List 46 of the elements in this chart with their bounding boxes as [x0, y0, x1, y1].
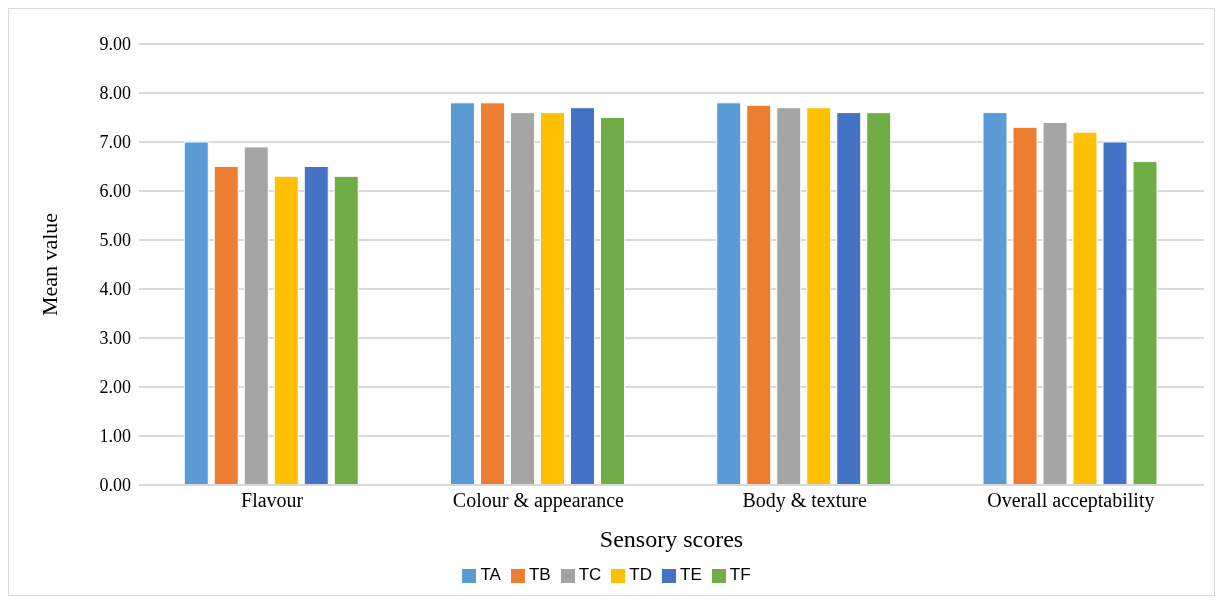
- y-tick-label: 7.00: [99, 132, 131, 153]
- bar: [836, 112, 862, 485]
- y-tick-label: 5.00: [99, 230, 131, 251]
- bar: [510, 112, 536, 485]
- bar: [183, 141, 209, 485]
- bar: [570, 107, 596, 485]
- x-tick-label: Colour & appearance: [452, 489, 625, 513]
- bar: [333, 175, 359, 485]
- legend-label: TC: [578, 565, 602, 584]
- bar: [600, 117, 626, 485]
- bar: [806, 107, 832, 485]
- y-tick-label: 3.00: [99, 328, 131, 349]
- bar: [776, 107, 802, 485]
- bar: [746, 104, 772, 485]
- bar: [716, 102, 742, 485]
- bar: [450, 102, 476, 485]
- x-axis-title: Sensory scores: [599, 526, 744, 552]
- legend-label: TE: [680, 565, 702, 584]
- bar: [303, 166, 329, 485]
- y-tick-label: 1.00: [99, 426, 131, 447]
- bar: [243, 146, 269, 485]
- y-axis-title: Mean value: [36, 212, 62, 317]
- legend-label: TA: [480, 565, 501, 584]
- x-tick-label: Body & texture: [742, 489, 867, 513]
- y-tick-label: 9.00: [99, 34, 131, 55]
- legend-label: TB: [528, 565, 551, 584]
- legend-label: TF: [729, 565, 751, 584]
- bar: [1132, 161, 1158, 485]
- y-tick-label: 4.00: [99, 279, 131, 300]
- bar: [273, 175, 299, 485]
- y-tick-label: 6.00: [99, 181, 131, 202]
- y-tick-label: 0.00: [99, 475, 131, 496]
- bar: [1072, 131, 1098, 485]
- legend-label: TD: [629, 565, 653, 584]
- bar: [480, 102, 506, 485]
- x-tick-label: Overall acceptability: [987, 489, 1155, 513]
- x-tick-label: Flavour: [241, 489, 304, 512]
- y-tick-label: 8.00: [99, 83, 131, 104]
- bar: [1012, 126, 1038, 485]
- bar: [540, 112, 566, 485]
- y-tick-label: 2.00: [99, 377, 131, 398]
- bar: [213, 166, 239, 485]
- bar: [1042, 121, 1068, 485]
- bar: [1102, 141, 1128, 485]
- bar: [982, 112, 1008, 485]
- bar: [866, 112, 892, 485]
